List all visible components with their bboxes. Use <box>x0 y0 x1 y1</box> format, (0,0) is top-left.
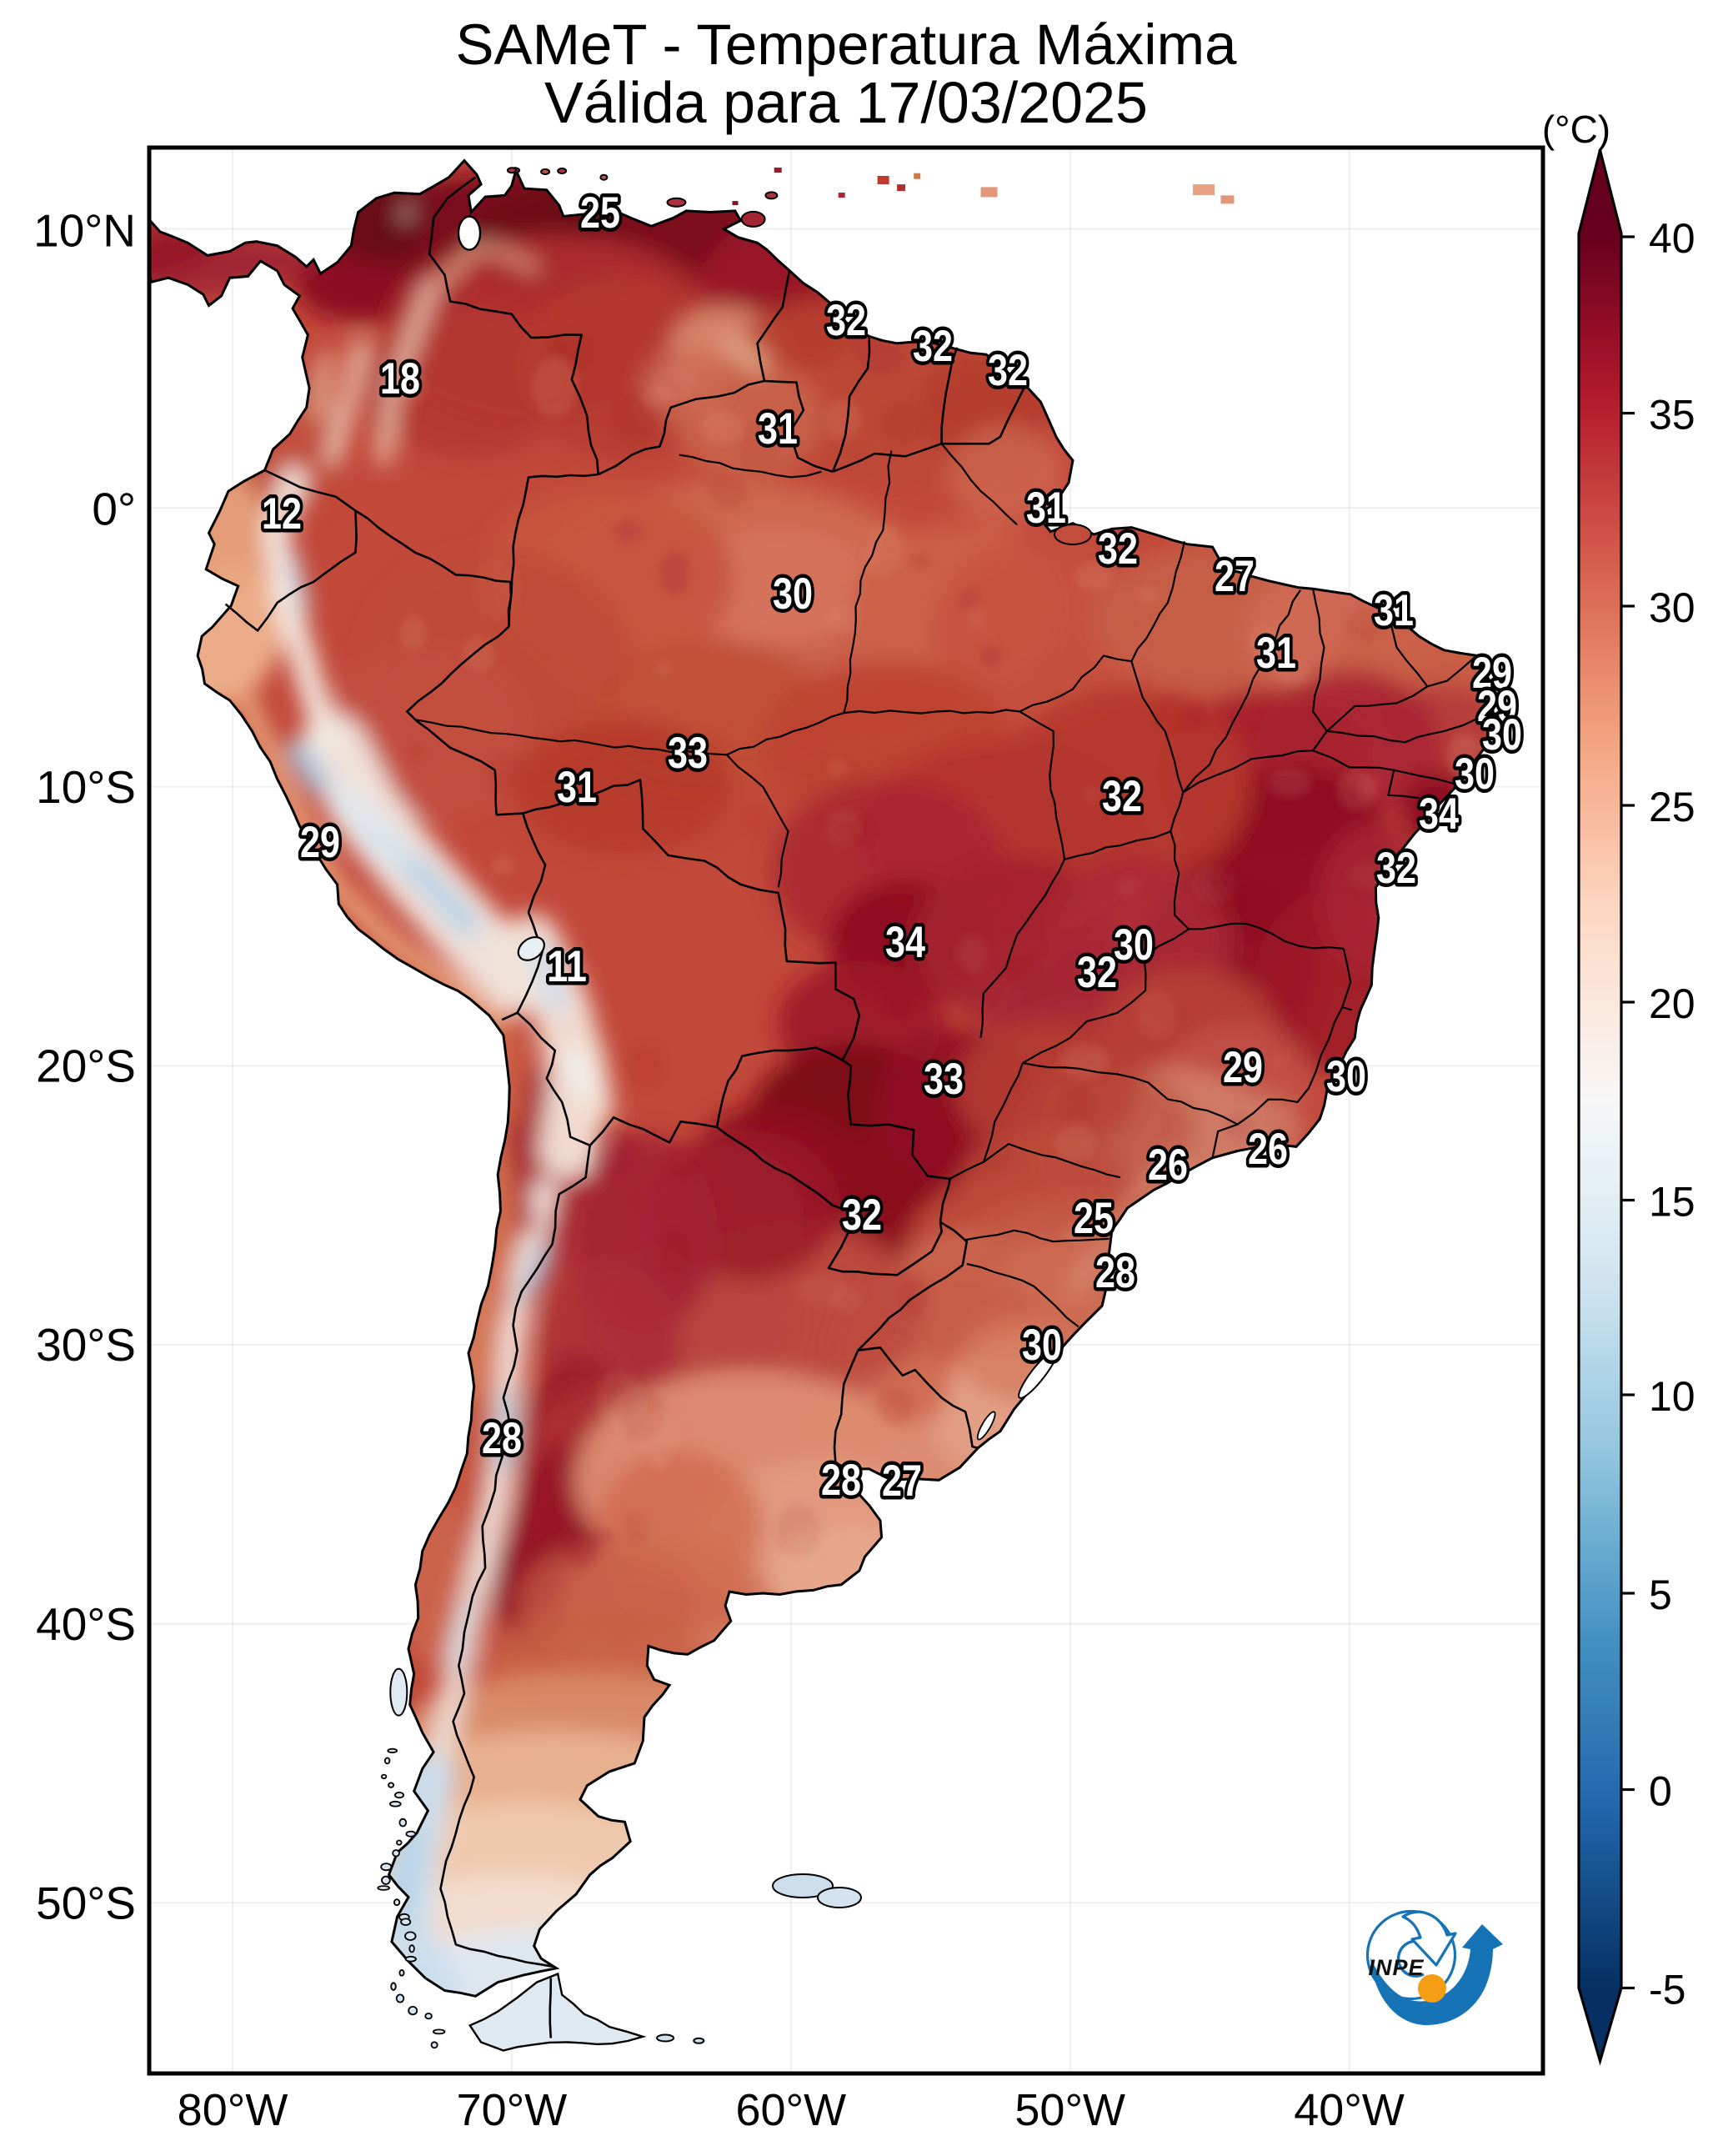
svg-text:32: 32 <box>1077 948 1117 997</box>
svg-text:10: 10 <box>1649 1373 1695 1420</box>
svg-text:27: 27 <box>882 1457 922 1506</box>
svg-text:32: 32 <box>1102 772 1142 821</box>
svg-text:70°W: 70°W <box>457 2085 568 2135</box>
svg-text:40°S: 40°S <box>36 1598 136 1650</box>
svg-text:32: 32 <box>826 296 866 345</box>
svg-text:5: 5 <box>1649 1572 1672 1618</box>
svg-text:10°N: 10°N <box>33 205 136 257</box>
svg-text:32: 32 <box>842 1191 882 1240</box>
svg-text:12: 12 <box>262 489 302 539</box>
svg-text:31: 31 <box>758 404 798 454</box>
svg-text:30: 30 <box>1326 1052 1366 1101</box>
svg-text:60°W: 60°W <box>735 2085 846 2135</box>
svg-text:18: 18 <box>380 354 420 404</box>
svg-text:10°S: 10°S <box>36 761 136 813</box>
svg-text:15: 15 <box>1649 1179 1695 1226</box>
svg-text:-5: -5 <box>1649 1967 1685 2013</box>
svg-text:33: 33 <box>924 1055 964 1104</box>
svg-text:30: 30 <box>1455 750 1495 799</box>
svg-text:30: 30 <box>1114 920 1154 970</box>
svg-text:29: 29 <box>1472 649 1512 698</box>
svg-text:50°S: 50°S <box>36 1877 136 1928</box>
svg-text:40: 40 <box>1649 215 1695 262</box>
svg-text:30: 30 <box>1649 584 1695 631</box>
svg-text:20: 20 <box>1649 980 1695 1027</box>
svg-text:50°W: 50°W <box>1014 2085 1125 2135</box>
svg-text:30: 30 <box>1482 710 1522 760</box>
svg-text:30°S: 30°S <box>36 1319 136 1371</box>
svg-text:0°: 0° <box>92 483 136 534</box>
svg-text:35: 35 <box>1649 392 1695 439</box>
svg-text:31: 31 <box>1026 484 1066 533</box>
svg-text:34: 34 <box>1419 790 1459 839</box>
svg-text:32: 32 <box>913 322 953 371</box>
svg-text:25: 25 <box>580 188 620 238</box>
svg-text:40°W: 40°W <box>1294 2085 1405 2135</box>
svg-text:26: 26 <box>1148 1141 1188 1190</box>
svg-text:80°W: 80°W <box>178 2085 288 2135</box>
svg-text:30: 30 <box>773 569 813 619</box>
svg-text:29: 29 <box>300 818 340 867</box>
svg-text:26: 26 <box>1248 1125 1288 1174</box>
svg-text:INPE: INPE <box>1368 1955 1424 1980</box>
svg-text:31: 31 <box>557 763 597 812</box>
svg-text:29: 29 <box>1223 1043 1263 1092</box>
svg-text:34: 34 <box>885 918 925 967</box>
svg-text:SAMeT - Temperatura Máxima: SAMeT - Temperatura Máxima <box>456 13 1238 77</box>
svg-text:32: 32 <box>1098 524 1138 574</box>
svg-text:28: 28 <box>821 1456 861 1505</box>
svg-text:30: 30 <box>1022 1321 1062 1370</box>
svg-text:32: 32 <box>1376 844 1416 893</box>
svg-text:25: 25 <box>1074 1194 1114 1243</box>
svg-text:20°S: 20°S <box>36 1040 136 1092</box>
svg-text:11: 11 <box>547 942 587 991</box>
svg-text:31: 31 <box>1256 629 1296 678</box>
svg-text:27: 27 <box>1215 552 1255 601</box>
svg-text:32: 32 <box>988 346 1028 395</box>
svg-text:28: 28 <box>482 1414 522 1463</box>
svg-text:33: 33 <box>668 729 708 778</box>
svg-text:29: 29 <box>1477 682 1517 731</box>
svg-text:28: 28 <box>1095 1248 1135 1297</box>
svg-text:25: 25 <box>1649 784 1695 830</box>
svg-text:31: 31 <box>1374 586 1414 635</box>
svg-text:Válida para 17/03/2025: Válida para 17/03/2025 <box>544 70 1148 135</box>
svg-text:(°C): (°C) <box>1542 108 1610 151</box>
svg-text:0: 0 <box>1649 1768 1672 1815</box>
